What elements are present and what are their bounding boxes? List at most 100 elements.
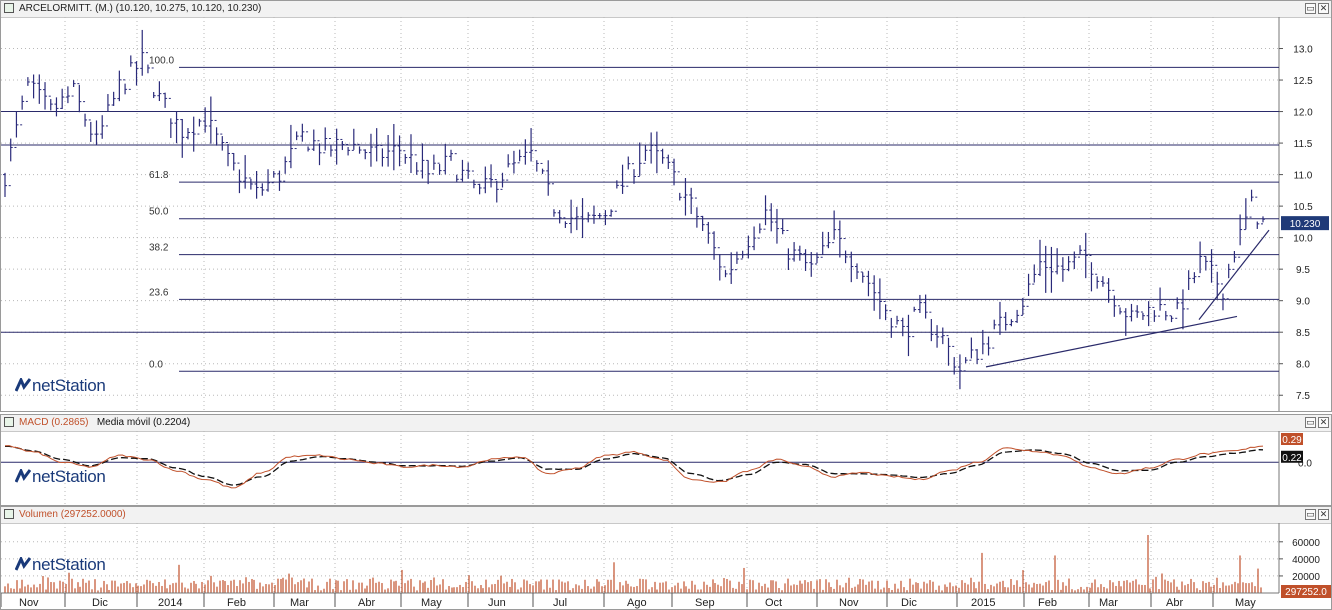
ohlc-bar [31,74,36,99]
x-tick-label: Mar [290,597,309,609]
ohlc-bar [975,349,980,365]
netstation-logo-icon [14,467,32,483]
maximize-button[interactable]: ▭ [1305,417,1316,428]
ohlc-bar [471,170,476,189]
close-button[interactable]: ✕ [1318,3,1329,14]
ohlc-bar [763,195,768,230]
price-chart[interactable]: 7.5 8.0 8.5 9.0 9.5 10.0 10.5 11.0 11.5 12.0 12.5 1… [1,17,1331,411]
x-tick-label: Mar [1099,597,1118,609]
panel-icon [4,417,14,427]
ohlc-bar [403,150,408,164]
ohlc-bar [540,162,545,174]
ohlc-bar [111,91,116,106]
ohlc-bar [677,171,682,201]
maximize-button[interactable]: ▭ [1305,3,1316,14]
ohlc-bar [1032,264,1037,285]
ohlc-bar [334,128,339,165]
macd-panel-titlebar[interactable]: MACD (0.2865) Media móvil (0.2204) ▭ ✕ [1,415,1331,432]
ohlc-bar [986,336,991,356]
x-tick-label: Ago [627,597,647,609]
ohlc-bar [83,101,88,127]
ohlc-bar [60,88,65,110]
ohlc-bar [557,210,562,224]
x-tick-label: 2014 [158,597,182,609]
ohlc-bar [1198,241,1203,278]
y-tick-label: 10.5 [1293,202,1313,213]
ohlc-bar [814,252,819,265]
ohlc-bar [277,170,282,191]
ohlc-bar [780,219,785,235]
close-button[interactable]: ✕ [1318,509,1329,520]
ohlc-bar [889,310,894,338]
ohlc-bar [288,124,293,169]
price-panel: ARCELORMITT. (M.) (10.120, 10.275, 10.12… [0,0,1332,412]
price-panel-titlebar[interactable]: ARCELORMITT. (M.) (10.120, 10.275, 10.12… [1,1,1331,18]
ohlc-bar [1100,276,1105,287]
trendline-uptrend [1198,229,1270,320]
ohlc-bar [128,55,133,90]
netstation-logo: netStation [14,467,106,487]
ohlc-bar [792,242,797,262]
ohlc-bar [717,247,722,281]
ohlc-bar [1186,270,1191,310]
netstation-logo-icon [14,555,32,571]
x-tick-label: May [1235,597,1256,609]
ohlc-bar [757,223,762,239]
ohlc-bar [797,245,802,261]
ohlc-bar [997,301,1002,335]
ohlc-bar [1123,308,1128,336]
ohlc-bar [637,142,642,177]
ohlc-bar [328,137,333,157]
ohlc-bar [1112,289,1117,317]
ohlc-bar [895,315,900,328]
ohlc-bar [506,154,511,181]
ohlc-bar [185,128,190,140]
ohlc-bar [380,144,385,167]
macd-panel: MACD (0.2865) Media móvil (0.2204) ▭ ✕ 0… [0,414,1332,506]
ohlc-bar [1020,297,1025,316]
ohlc-bar [300,123,305,142]
ohlc-bar [929,311,934,342]
ohlc-bar [963,357,968,372]
ohlc-bar [1106,278,1111,303]
ohlc-bar [294,131,299,150]
ohlc-bar [214,119,219,146]
ohlc-bar [1043,245,1048,293]
volume-chart[interactable]: 20000 40000 60000 297252.0 Nov Dic 2014 Feb Mar A… [1,523,1331,609]
ohlc-bar [672,158,677,186]
ohlc-bar [586,212,591,223]
ohlc-bar [443,143,448,175]
ohlc-bar [694,197,699,228]
trendline-support [985,315,1238,368]
ohlc-bar [260,183,265,196]
ohlc-bar [1060,257,1065,282]
y-tick-label: 60000 [1292,538,1320,549]
volume-panel-titlebar[interactable]: Volumen (297252.0000) ▭ ✕ [1,507,1331,524]
ohlc-bar [1026,273,1031,307]
ohlc-bar [883,301,888,321]
ohlc-bar [1220,283,1225,311]
y-tick-label: 8.5 [1296,328,1310,339]
ohlc-bar [1243,198,1248,231]
ohlc-bar [626,156,631,187]
y-tick-label: 9.0 [1296,297,1310,308]
ohlc-bar [946,335,951,366]
ohlc-bar [1169,315,1174,323]
ohlc-bar [643,144,648,164]
ohlc-bar [489,164,494,188]
ohlc-bar [437,162,442,175]
ohlc-bar [660,148,665,164]
fibonacci-label: 100.0 [149,55,174,66]
ohlc-bar [952,345,957,375]
volume-panel-title: Volumen (297252.0000) [19,509,126,520]
macd-chart[interactable]: 0.0 0.29 0.22 [1,431,1331,505]
maximize-button[interactable]: ▭ [1305,509,1316,520]
ohlc-bar [1249,189,1254,218]
ohlc-bar [1118,305,1123,315]
fibonacci-label: 61.8 [149,170,169,181]
close-button[interactable]: ✕ [1318,417,1329,428]
ohlc-bar [197,118,202,135]
ohlc-bar [397,135,402,167]
ohlc-bar [203,107,208,133]
signal-badge-label: 0.22 [1282,453,1302,464]
